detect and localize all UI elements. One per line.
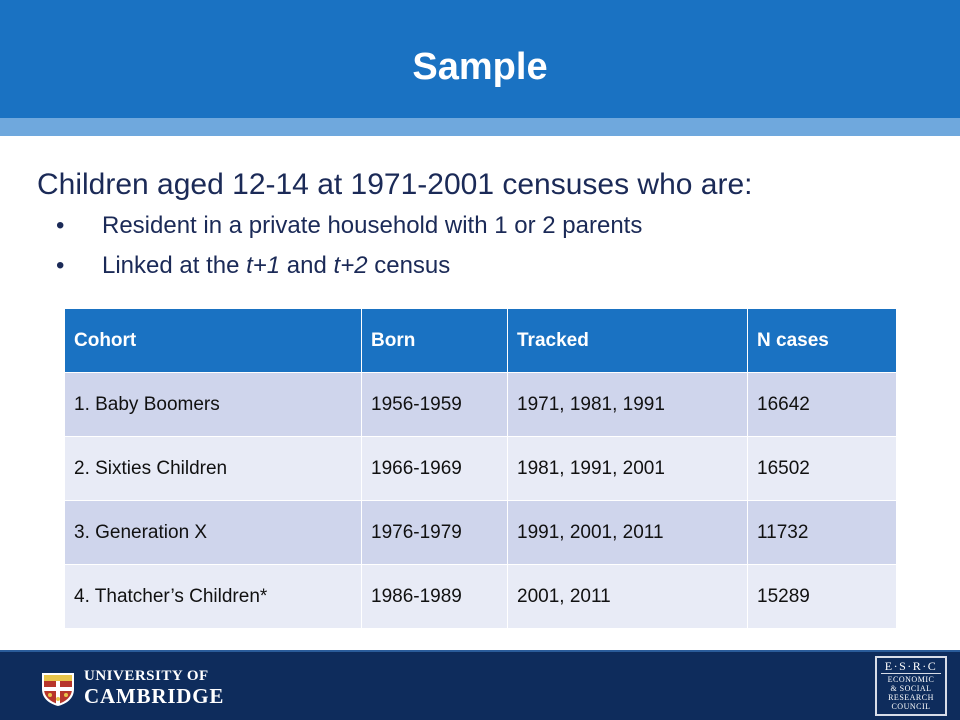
bullet-dot: • bbox=[56, 212, 65, 239]
bullet-text: Resident in a private household with 1 o… bbox=[102, 212, 643, 239]
table-row: 2. Sixties Children 1966-1969 1981, 1991… bbox=[64, 436, 897, 501]
footer-bar bbox=[0, 650, 960, 720]
university-line-2: CAMBRIDGE bbox=[84, 684, 225, 708]
table-row: 3. Generation X 1976-1979 1991, 2001, 20… bbox=[64, 500, 897, 565]
table-row: 1. Baby Boomers 1956-1959 1971, 1981, 19… bbox=[64, 372, 897, 437]
table-cell: 4. Thatcher’s Children* bbox=[64, 564, 362, 629]
university-wordmark: UNIVERSITY OF CAMBRIDGE bbox=[84, 667, 224, 707]
table-cell: 2. Sixties Children bbox=[64, 436, 362, 501]
column-header: Born bbox=[361, 308, 508, 373]
esrc-line: ECONOMIC bbox=[887, 675, 935, 684]
column-header: N cases bbox=[747, 308, 897, 373]
cohort-table: Cohort Born Tracked N cases 1. Baby Boom… bbox=[64, 308, 897, 629]
esrc-line: COUNCIL bbox=[891, 702, 931, 711]
title-bar bbox=[0, 0, 960, 118]
table-cell: 2001, 2011 bbox=[507, 564, 748, 629]
table-cell: 16502 bbox=[747, 436, 897, 501]
table-cell: 1. Baby Boomers bbox=[64, 372, 362, 437]
footer-rule bbox=[0, 650, 960, 652]
table-cell: 1966-1969 bbox=[361, 436, 508, 501]
esrc-line: RESEARCH bbox=[888, 693, 934, 702]
slide-title: Sample bbox=[412, 46, 548, 88]
table-cell: 1976-1979 bbox=[361, 500, 508, 565]
university-crest-icon bbox=[42, 673, 74, 706]
esrc-line: & SOCIAL bbox=[890, 684, 932, 693]
bullet-list: • Resident in a private household with 1… bbox=[56, 206, 642, 286]
bullet-text-part: Linked at the bbox=[102, 252, 247, 279]
bullet-text-part: and bbox=[280, 252, 334, 279]
intro-text: Children aged 12-14 at 1971-2001 censuse… bbox=[37, 168, 753, 201]
bullet-text-part: census bbox=[367, 252, 451, 279]
table-cell: 3. Generation X bbox=[64, 500, 362, 565]
bullet-emphasis: t+2 bbox=[333, 252, 368, 279]
bullet-item: • Resident in a private household with 1… bbox=[56, 206, 642, 246]
bullet-emphasis: t+1 bbox=[246, 252, 281, 279]
column-header: Cohort bbox=[64, 308, 362, 373]
table-header-row: Cohort Born Tracked N cases bbox=[64, 308, 897, 373]
table-cell: 1956-1959 bbox=[361, 372, 508, 437]
table-row: 4. Thatcher’s Children* 1986-1989 2001, … bbox=[64, 564, 897, 629]
bullet-dot: • bbox=[56, 252, 65, 279]
table-cell: 1991, 2001, 2011 bbox=[507, 500, 748, 565]
esrc-logo: E·S·R·C ECONOMIC & SOCIAL RESEARCH COUNC… bbox=[875, 656, 947, 716]
title-stripe bbox=[0, 118, 960, 136]
table-cell: 15289 bbox=[747, 564, 897, 629]
column-header: Tracked bbox=[507, 308, 748, 373]
table-cell: 1981, 1991, 2001 bbox=[507, 436, 748, 501]
table-cell: 16642 bbox=[747, 372, 897, 437]
table-cell: 11732 bbox=[747, 500, 897, 565]
bullet-item: • Linked at the t+1 and t+2 census bbox=[56, 246, 642, 286]
esrc-name: E·S·R·C bbox=[881, 660, 941, 674]
table-cell: 1971, 1981, 1991 bbox=[507, 372, 748, 437]
university-line-1: UNIVERSITY OF bbox=[84, 668, 209, 684]
table-cell: 1986-1989 bbox=[361, 564, 508, 629]
